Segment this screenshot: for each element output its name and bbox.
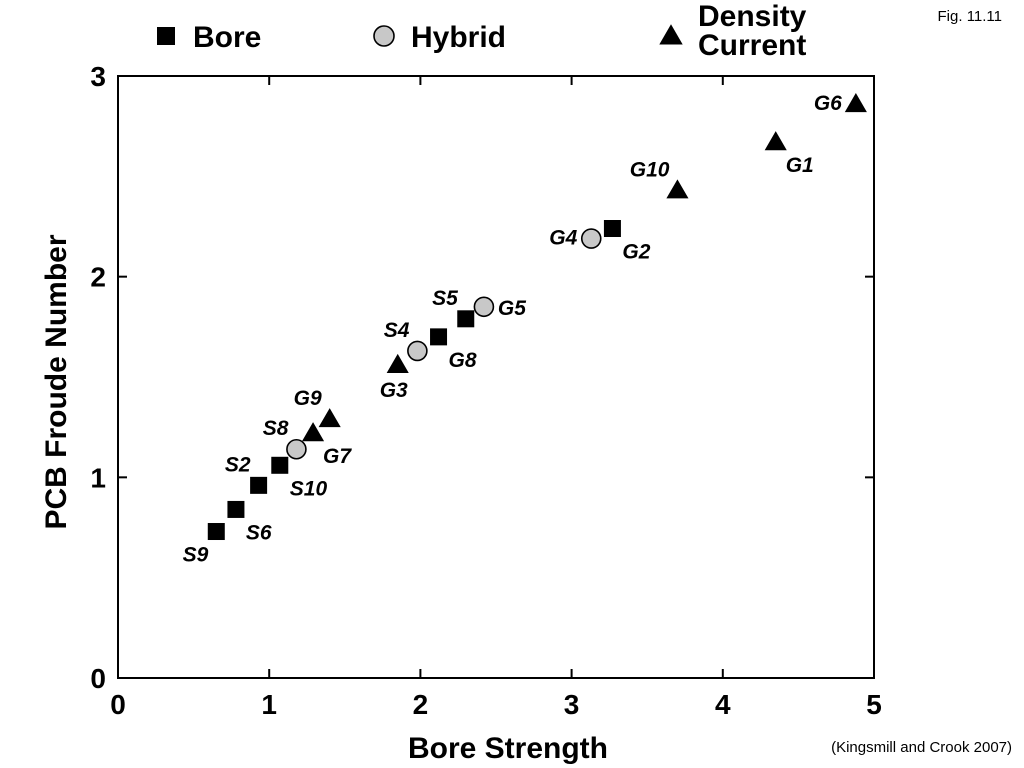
point-label: G5 (498, 297, 526, 320)
x-tick-label: 2 (413, 689, 429, 720)
density-marker (386, 353, 409, 373)
legend-hybrid-icon (373, 25, 395, 47)
point-label: S4 (384, 319, 410, 342)
point-label: G8 (449, 349, 477, 372)
density-marker (318, 408, 341, 428)
point-label: S2 (225, 453, 251, 476)
x-tick-label: 4 (715, 689, 731, 720)
plot-area-frame (117, 75, 875, 679)
point-label: G7 (323, 445, 352, 468)
hybrid-marker (473, 296, 495, 318)
legend-bore-label: Bore (193, 21, 261, 54)
data-points: S9 S6 S2 S10 G8 S5 G2 S8 S4 G5 G4 G7 G9 G3 G10 G1 G6 (183, 92, 867, 567)
point-label: G4 (549, 227, 577, 250)
hybrid-marker (286, 438, 307, 460)
density-marker (301, 422, 325, 442)
bore-marker (207, 523, 225, 541)
point-label: S9 (183, 544, 209, 567)
point-label: S10 (290, 477, 328, 500)
hybrid-marker (407, 340, 428, 362)
point-label: G3 (380, 379, 408, 402)
x-tick-label: 1 (261, 689, 277, 720)
point-label: G9 (294, 387, 322, 410)
point-label: S8 (263, 417, 289, 440)
axis-ticks: 0 1 2 3 4 5 0 1 2 3 (90, 61, 881, 720)
y-tick-label: 3 (90, 61, 106, 92)
x-tick-label: 0 (110, 689, 126, 720)
density-marker (666, 179, 689, 199)
y-tick-label: 0 (90, 663, 106, 694)
point-label: S5 (432, 287, 458, 310)
y-axis-title: PCB Froude Number (40, 234, 73, 529)
y-tick-label: 1 (90, 462, 106, 493)
bore-marker (227, 500, 245, 518)
legend-hybrid-label: Hybrid (411, 21, 506, 54)
x-tick-label: 3 (564, 689, 580, 720)
bore-marker (430, 328, 448, 346)
legend-density-label: Density (698, 0, 807, 33)
figure-label: Fig. 11.11 (937, 8, 1002, 25)
legend-density-icon (659, 24, 683, 45)
hybrid-marker (580, 228, 602, 249)
point-label: G1 (786, 154, 814, 177)
bore-marker (250, 476, 268, 494)
density-marker (764, 131, 787, 151)
source-note: (Kingsmill and Crook 2007) (831, 739, 1012, 756)
bore-marker (603, 220, 621, 238)
density-marker (844, 93, 867, 113)
point-label: S6 (246, 521, 272, 544)
point-label: G2 (622, 241, 650, 264)
bore-marker (457, 310, 475, 328)
point-label: G6 (814, 92, 842, 115)
y-tick-label: 2 (90, 262, 106, 293)
legend-bore-icon (157, 27, 175, 45)
bore-marker (271, 456, 289, 474)
x-tick-label: 5 (866, 689, 882, 720)
x-axis-title: Bore Strength (408, 732, 608, 765)
point-label: G10 (630, 158, 670, 181)
legend-density-label: Current (698, 29, 806, 62)
